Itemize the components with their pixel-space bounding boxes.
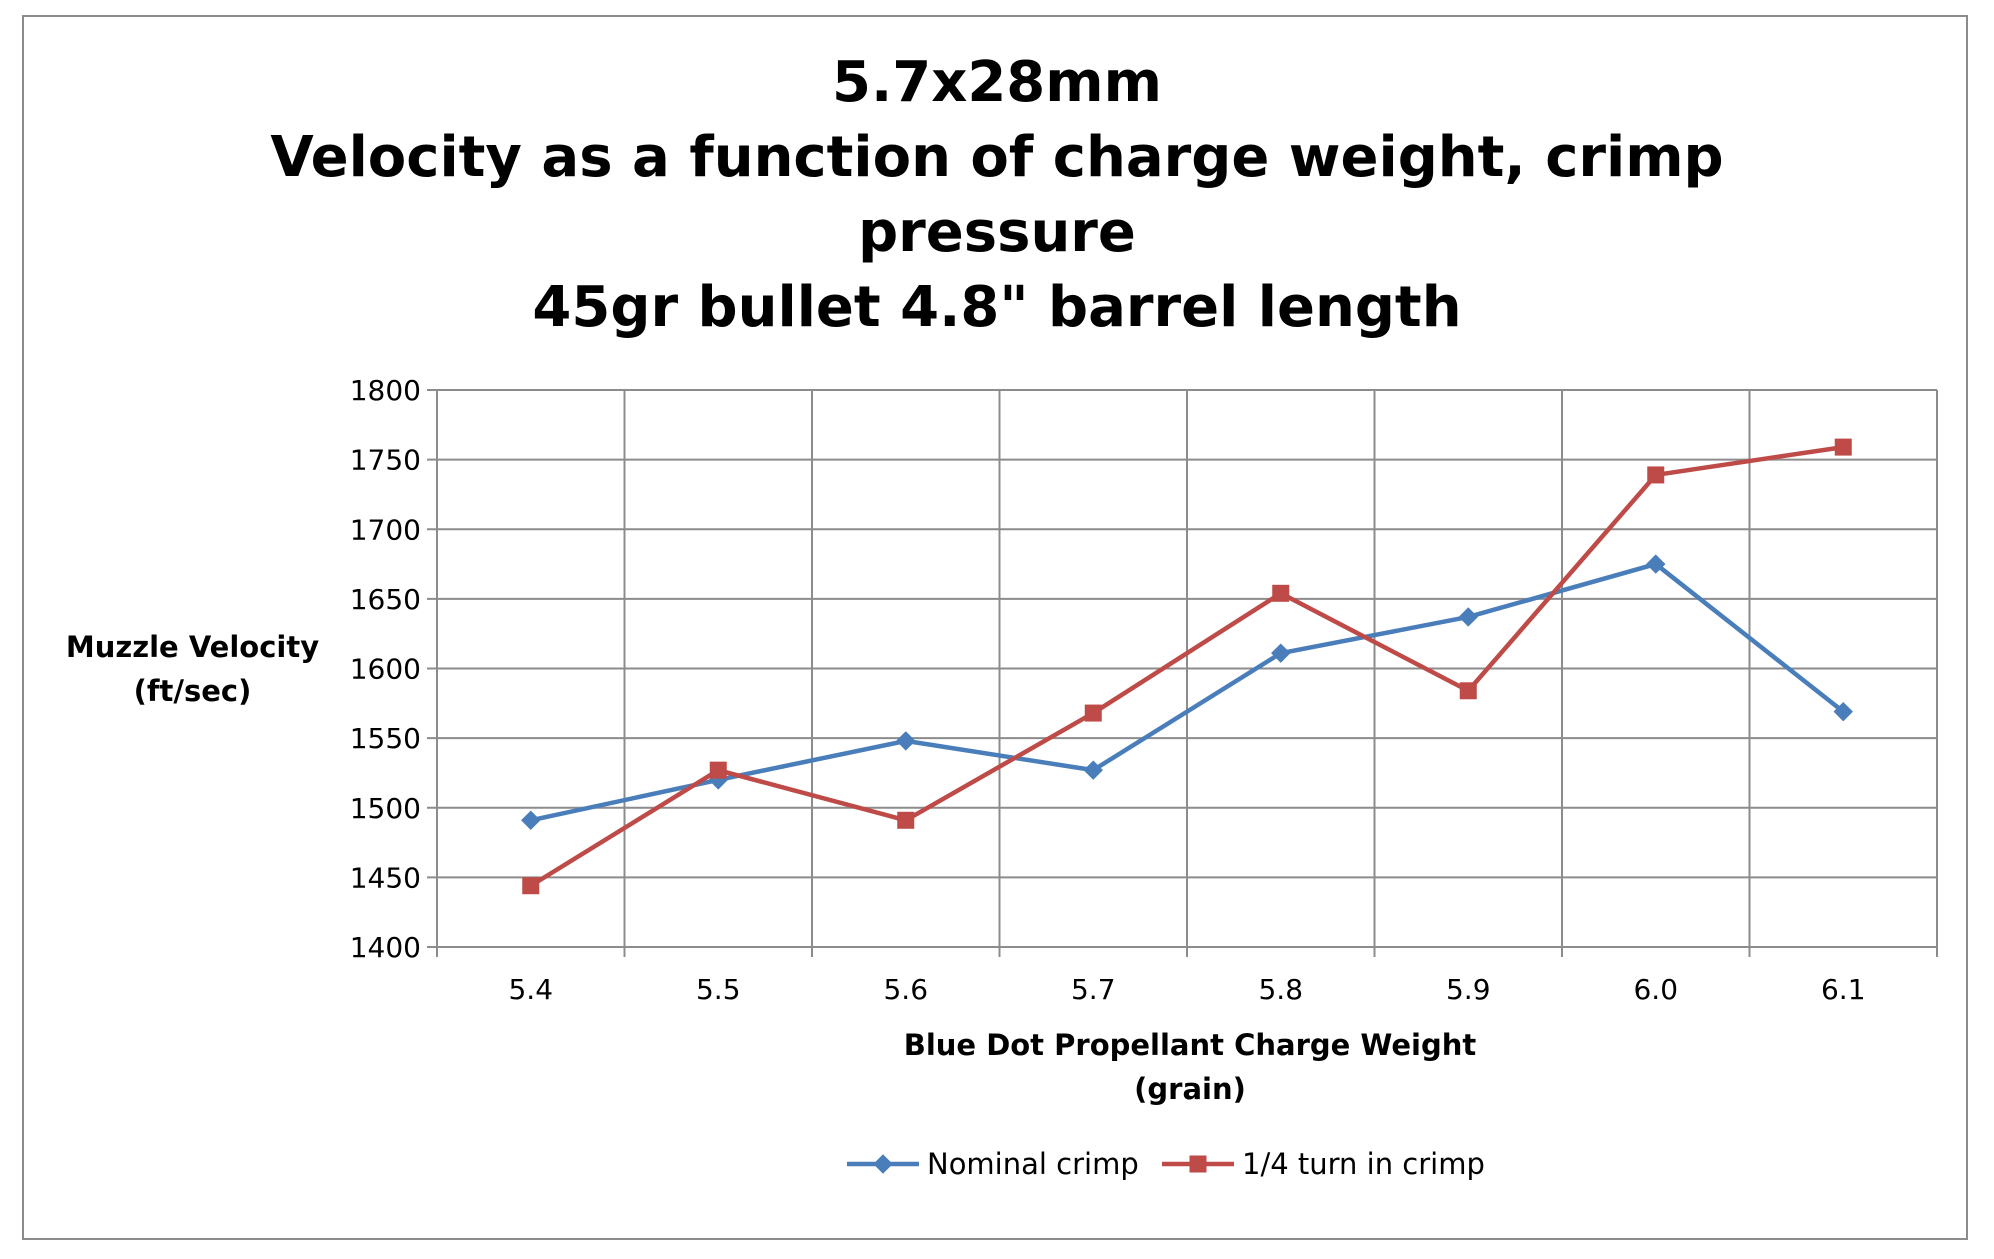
- data-point-nominal-crimp: [1833, 701, 1853, 722]
- legend-item-nominal-crimp: Nominal crimp: [847, 1147, 1139, 1181]
- data-point-nominal-crimp: [1458, 607, 1478, 627]
- y-tick-label: 1500: [350, 792, 421, 825]
- series-layer: [521, 438, 1853, 895]
- chart-title-line-3: pressure: [858, 200, 1136, 265]
- x-tick-label: 5.4: [508, 973, 553, 1006]
- data-point-quarter-turn-crimp: [709, 761, 727, 779]
- data-point-quarter-turn-crimp: [897, 811, 915, 829]
- y-tick-label: 1700: [350, 513, 421, 546]
- legend-item-quarter-turn-crimp: 1/4 turn in crimp: [1162, 1147, 1485, 1181]
- chart-title-line-2: Velocity as a function of charge weight,…: [270, 125, 1724, 190]
- y-axis-label-line-1: Muzzle Velocity: [65, 630, 320, 664]
- x-tick-label: 5.7: [1071, 973, 1116, 1006]
- legend-marker-quarter-turn-crimp: [1189, 1155, 1207, 1173]
- chart-title: 5.7x28mm Velocity as a function of charg…: [0, 45, 1994, 345]
- x-axis-label: Blue Dot Propellant Charge Weight (grain…: [780, 1023, 1600, 1111]
- x-tick-label: 5.5: [696, 973, 741, 1006]
- y-tick-label: 1600: [350, 653, 421, 686]
- x-tick-label: 5.8: [1258, 973, 1303, 1006]
- chart-title-line-4: 45gr bullet 4.8" barrel length: [532, 275, 1462, 340]
- y-tick-label: 1400: [350, 931, 421, 964]
- chart-frame: [22, 15, 1968, 1240]
- y-tick-label: 1550: [350, 722, 421, 755]
- data-point-quarter-turn-crimp: [1272, 584, 1290, 602]
- series-line-quarter-turn-crimp: [529, 444, 1844, 888]
- series-line-nominal-crimp: [530, 561, 1845, 823]
- x-tick-label: 5.6: [883, 973, 928, 1006]
- y-tick-label: 1800: [350, 374, 421, 407]
- legend-marker-nominal-crimp: [873, 1154, 893, 1174]
- series-quarter-turn-crimp: [522, 438, 1852, 895]
- data-point-nominal-crimp: [896, 731, 916, 751]
- data-point-nominal-crimp: [1271, 643, 1291, 663]
- x-axis-label-line-1: Blue Dot Propellant Charge Weight: [903, 1028, 1477, 1062]
- y-tick-label: 1450: [350, 861, 421, 894]
- data-point-nominal-crimp: [1083, 760, 1103, 780]
- chart-title-line-1: 5.7x28mm: [832, 50, 1162, 115]
- axis-layer: 1400 1450 1500 1550 1600 1650 1700 1750 1800 5.4 5…: [350, 374, 1938, 1006]
- y-axis-label: Muzzle Velocity (ft/sec): [55, 625, 330, 713]
- y-axis-label-line-2: (ft/sec): [133, 674, 252, 708]
- x-axis-label-line-2: (grain): [1134, 1072, 1246, 1106]
- x-tick-label: 5.9: [1446, 973, 1491, 1006]
- series-nominal-crimp: [521, 554, 1853, 830]
- data-point-quarter-turn-crimp: [1834, 438, 1852, 456]
- legend-layer: Nominal crimp 1/4 turn in crimp: [847, 1147, 1485, 1181]
- x-tick-label: 6.1: [1821, 973, 1866, 1006]
- legend-label-nominal-crimp: Nominal crimp: [927, 1147, 1139, 1181]
- y-tick-label: 1750: [350, 444, 421, 477]
- data-point-quarter-turn-crimp: [1647, 466, 1665, 484]
- data-point-quarter-turn-crimp: [1459, 682, 1477, 700]
- grid-layer: [436, 389, 1938, 948]
- x-tick-label: 6.0: [1633, 973, 1678, 1006]
- data-point-quarter-turn-crimp: [1084, 704, 1102, 722]
- legend-label-quarter-turn-crimp: 1/4 turn in crimp: [1242, 1147, 1485, 1181]
- y-tick-label: 1650: [350, 583, 421, 616]
- data-point-quarter-turn-crimp: [522, 877, 540, 895]
- data-point-nominal-crimp: [521, 810, 541, 830]
- data-point-nominal-crimp: [1646, 554, 1666, 574]
